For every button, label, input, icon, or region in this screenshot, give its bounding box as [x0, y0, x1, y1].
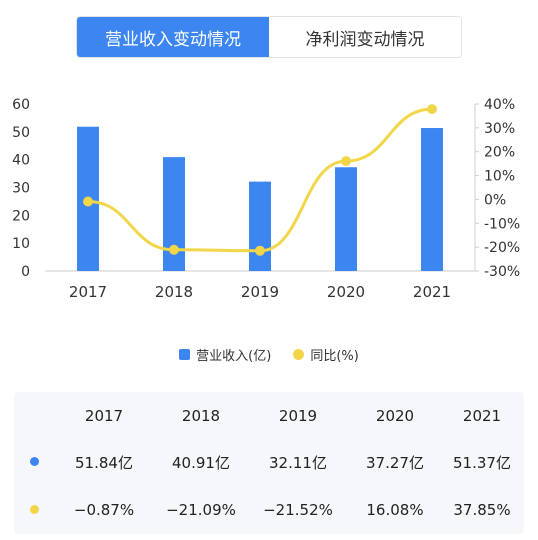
revenue-bar [249, 181, 271, 271]
table-row-growth: −0.87% −21.09% −21.52% 16.08% 37.85% [14, 490, 524, 530]
right-axis-tick-label: 10% [484, 169, 515, 185]
left-axis-tick-label: 60 [12, 97, 30, 113]
chart-legend: 营业收入(亿) 同比(%) [0, 345, 538, 364]
table-cell-revenue: 51.37亿 [453, 453, 511, 472]
left-axis-tick-label: 50 [12, 125, 30, 141]
growth-point [341, 156, 351, 167]
right-axis-tick-label: 30% [484, 121, 515, 137]
left-axis-tick-label: 30 [12, 181, 30, 197]
right-axis-tick-label: 20% [484, 145, 515, 161]
x-axis-tick-label: 2020 [327, 283, 365, 301]
legend-item-growth[interactable]: 同比(%) [293, 345, 359, 364]
revenue-dot-icon [30, 457, 39, 466]
growth-point [255, 245, 265, 256]
x-axis-tick-label: 2021 [413, 283, 451, 301]
right-axis-tick-label: -20% [484, 240, 520, 256]
table-header-year: 2021 [462, 407, 502, 425]
growth-point [427, 104, 437, 115]
table-cell-growth: −0.87% [73, 501, 135, 519]
right-axis-tick-label: -10% [484, 216, 520, 232]
x-axis-tick-label: 2018 [155, 283, 193, 301]
growth-line [87, 107, 433, 253]
left-axis-tick-label: 10 [12, 236, 30, 252]
revenue-bar [163, 157, 185, 271]
x-axis-tick-label: 2019 [241, 283, 279, 301]
right-axis-tick-label: 40% [484, 97, 515, 113]
legend-label-growth: 同比(%) [310, 349, 359, 364]
table-cell-revenue: 37.27亿 [366, 453, 424, 472]
table-header-year: 2018 [181, 407, 221, 425]
legend-dot-swatch [293, 349, 305, 360]
revenue-bar [335, 167, 357, 271]
right-axis-tick-label: -30% [484, 264, 520, 280]
left-axis-tick-label: 0 [21, 264, 30, 280]
tab-net-profit[interactable]: 净利润变动情况 [269, 17, 461, 57]
table-cell-revenue: 32.11亿 [269, 453, 327, 472]
tab-revenue[interactable]: 营业收入变动情况 [77, 17, 269, 57]
legend-item-revenue[interactable]: 营业收入(亿) [179, 345, 271, 364]
table-cell-growth: −21.52% [263, 501, 333, 519]
left-axis-tick-label: 20 [12, 208, 30, 224]
revenue-chart: 0 10 20 30 40 50 60 -30% -20% -10% 0% 10% 20% 30% 40% 2… [12, 97, 520, 301]
growth-point [83, 196, 93, 207]
left-axis-tick-label: 40 [12, 153, 30, 169]
revenue-bar [421, 128, 443, 271]
growth-dot-icon [30, 505, 39, 514]
table-header-year: 2017 [84, 407, 124, 425]
chart-tabs: 营业收入变动情况 净利润变动情况 [76, 16, 462, 58]
right-axis-tick-label: 0% [484, 192, 506, 208]
table-header-year: 2020 [375, 407, 415, 425]
table-cell-growth: 16.08% [366, 501, 424, 519]
data-table: 2017 2018 2019 2020 2021 51.84亿 40.91亿 3… [14, 392, 524, 534]
table-cell-revenue: 51.84亿 [75, 453, 133, 472]
table-cell-growth: 37.85% [453, 501, 511, 519]
legend-bar-swatch [179, 349, 191, 360]
table-header-row: 2017 2018 2019 2020 2021 [14, 396, 524, 436]
table-row-revenue: 51.84亿 40.91亿 32.11亿 37.27亿 51.37亿 [14, 442, 524, 482]
table-cell-revenue: 40.91亿 [172, 453, 230, 472]
table-header-year: 2019 [278, 407, 318, 425]
x-axis-tick-label: 2017 [69, 283, 107, 301]
growth-point [169, 244, 179, 255]
table-cell-growth: −21.09% [166, 501, 236, 519]
legend-label-revenue: 营业收入(亿) [196, 349, 272, 364]
